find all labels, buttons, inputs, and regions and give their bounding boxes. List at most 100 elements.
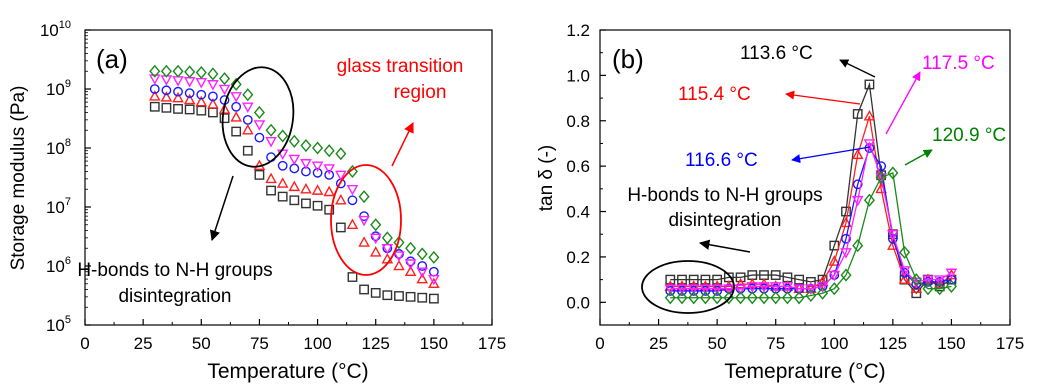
panel-b-point-s5-3: [688, 291, 700, 305]
panel-a-point-s3-3: [173, 86, 183, 97]
panel-a-point-s1-17: [335, 222, 346, 233]
panel-b-point-s2-24: [933, 277, 946, 289]
panel-a-point-s5-24: [416, 247, 428, 261]
panel-a-point-s1-22: [394, 291, 404, 301]
panel-a-point-s2-24: [416, 272, 429, 284]
panel-a-point-s5-3: [172, 64, 184, 78]
panel-b-point-s5-1: [664, 291, 676, 305]
panel-b-series-line-4: [670, 141, 952, 290]
panel-b-point-s1-13: [805, 276, 816, 287]
panel-b-ticks: 0 25 50 75 100 125 150 175 0.0 0.2 0.4 0.6 0.8 1.0 1.2: [566, 21, 1024, 353]
panel-b-point-s4-25: [945, 268, 958, 280]
panel-b-point-s5-22: [910, 273, 922, 287]
panel-b-point-s5-2: [676, 291, 688, 305]
panel-a-hbond-annotation-line2: disintegration: [118, 286, 231, 307]
panel-b-y-tick-label: 1.2: [566, 21, 590, 40]
panel-b-y-tick-label: 0.8: [566, 112, 590, 131]
panel-a-x-tick-label: 125: [362, 334, 390, 353]
panel-b-hbond-annotation-line1: H-bonds to N-H groups: [627, 185, 822, 206]
panel-a-point-s4-19: [358, 215, 370, 227]
panel-a-point-s1-8: [231, 126, 242, 137]
panel-b-point-s4-5: [711, 284, 723, 295]
panel-a-x-tick-label: 75: [250, 334, 269, 353]
panel-b-arrow-magenta: [885, 71, 921, 135]
panel-b-hbond-arrow: [698, 239, 751, 253]
panel-a-point-s2-2: [160, 91, 173, 102]
panel-b-point-s1-7: [735, 272, 746, 283]
panel-a-point-s4-9: [241, 102, 254, 114]
panel-a-point-s4-23: [404, 259, 417, 270]
panel-b-point-s4-23: [922, 275, 934, 286]
panel-b-x-tick-label: 50: [708, 334, 727, 353]
panel-a-point-s1-20: [370, 287, 381, 298]
panel-a-point-s5-25: [428, 250, 440, 264]
panel-a-point-s2-12: [276, 177, 289, 188]
panel-b-point-s4-10: [769, 282, 782, 293]
panel-b-y-axis-label: tan δ (-): [536, 145, 557, 212]
panel-a-point-s3-4: [184, 88, 195, 99]
panel-b-point-s4-2: [676, 284, 688, 295]
panel-b-annotation-120-9: 120.9 °C: [932, 125, 1006, 146]
panel-b-x-tick-label: 150: [937, 334, 965, 353]
panel-b-x-tick-label: 25: [649, 334, 668, 353]
panel-b-point-s4-15: [828, 270, 841, 282]
panel-a-point-s3-5: [196, 89, 207, 100]
panel-b-x-tick-label: 125: [879, 334, 907, 353]
panel-b-point-s5-4: [699, 291, 711, 305]
panel-a-point-s4-15: [311, 161, 324, 173]
panel-a-point-s4-25: [428, 274, 440, 286]
panel-a-y-tick-label: 105: [46, 314, 71, 335]
panel-a-point-s2-14: [300, 182, 312, 194]
panel-a-point-s1-15: [312, 200, 323, 211]
panel-a-point-s2-20: [369, 246, 382, 257]
panel-b-point-s4-6: [723, 284, 735, 295]
panel-a-point-s2-17: [335, 193, 347, 205]
panel-a-label: (a): [96, 44, 128, 74]
panel-a-point-s5-6: [207, 67, 219, 81]
panel-a-point-s2-16: [323, 185, 336, 197]
panel-b-point-s5-20: [887, 166, 899, 180]
panel-a-point-s4-22: [393, 251, 405, 262]
panel-a-point-s1-13: [289, 195, 300, 206]
panel-b-point-s1-10: [770, 270, 781, 280]
panel-a-point-s2-13: [288, 180, 301, 192]
panel-b-point-s5-15: [828, 282, 840, 296]
panel-a-point-s3-6: [208, 91, 218, 102]
panel-b-point-s1-18: [864, 79, 875, 90]
panel-a-point-s2-18: [346, 218, 359, 230]
panel-a-point-s5-9: [242, 88, 254, 102]
panel-b-point-s2-14: [816, 275, 829, 287]
panel-a-y-tick-label: 106: [46, 255, 71, 276]
panel-b-y-tick-label: 0.0: [566, 293, 590, 312]
panel-a-point-s2-23: [404, 265, 417, 276]
panel-b-point-s5-5: [711, 291, 723, 305]
panel-b-point-s5-12: [793, 291, 805, 305]
panel-b-annotation-113-6: 113.6 °C: [740, 43, 813, 64]
panel-a-point-s4-24: [416, 267, 429, 279]
panel-a-point-s1-18: [347, 272, 358, 282]
panel-b-marks: [664, 79, 958, 305]
panel-a-point-s4-18: [346, 184, 359, 196]
panel-a-glass-transition-annotation-line1: glass transition: [337, 56, 464, 77]
panel-b-point-s5-24: [934, 282, 946, 296]
panel-a-point-s5-10: [253, 105, 265, 120]
panel-b-x-tick-label: 75: [766, 334, 785, 353]
panel-a-point-s3-10: [254, 132, 265, 143]
panel-b-point-s3-2: [677, 286, 687, 296]
panel-a-point-s5-14: [300, 139, 312, 153]
panel-a-point-s1-1: [149, 101, 160, 112]
panel-a: 0 25 50 75 100 125 150 175 105 106 107 108 109 1010 (…: [8, 19, 506, 383]
panel-a-x-tick-label: 100: [303, 334, 331, 353]
panel-b-point-s2-15: [828, 255, 841, 266]
panel-a-point-s4-4: [183, 77, 196, 88]
panel-b-y-tick-label: 0.2: [566, 248, 590, 267]
panel-a-point-s5-1: [149, 64, 161, 78]
panel-b-point-s4-11: [781, 282, 794, 293]
panel-a-point-s3-24: [417, 261, 428, 271]
panel-a-point-s2-19: [358, 236, 370, 247]
panel-a-point-s3-15: [312, 167, 323, 178]
panel-a-point-s3-13: [289, 163, 300, 174]
panel-a-point-s1-7: [219, 113, 230, 124]
panel-b-point-s5-18: [863, 193, 875, 207]
panel-b-point-s4-24: [933, 275, 946, 286]
